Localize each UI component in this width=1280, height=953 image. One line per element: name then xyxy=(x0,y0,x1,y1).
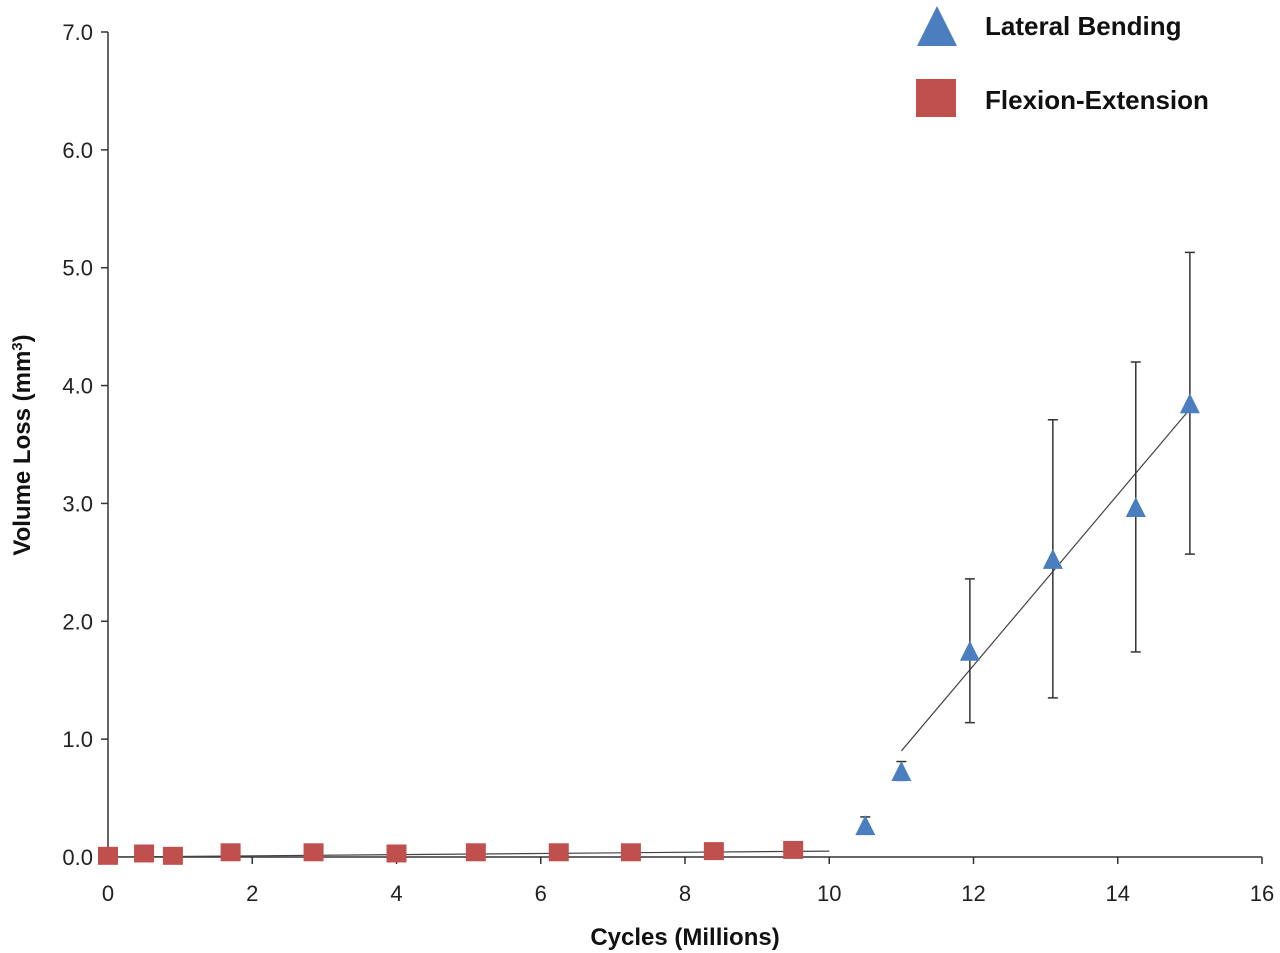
trendlines xyxy=(107,408,1191,858)
x-axis-title: Cycles (Millions) xyxy=(590,924,779,951)
data-point-triangle xyxy=(891,760,912,781)
data-point-square xyxy=(303,843,324,862)
x-tick-label: 6 xyxy=(535,881,547,906)
data-point-square xyxy=(220,843,241,862)
data-point-triangle xyxy=(1042,548,1063,569)
x-tick-label: 8 xyxy=(679,881,691,906)
data-point-square xyxy=(620,843,641,862)
error-bars xyxy=(860,251,1195,835)
data-markers xyxy=(98,393,1200,865)
legend-item-lateral-bending: Lateral Bending xyxy=(917,6,1181,46)
data-point-square xyxy=(465,843,486,862)
data-point-triangle xyxy=(959,640,980,661)
x-tick-label: 0 xyxy=(102,881,114,906)
y-tick-label: 6.0 xyxy=(62,138,93,163)
y-axis-title: Volume Loss (mm3) xyxy=(9,334,37,555)
trendline-lateral-bending xyxy=(900,408,1191,752)
y-tick-label: 1.0 xyxy=(62,727,93,752)
legend-item-flexion-extension: Flexion-Extension xyxy=(916,79,1209,117)
legend-label-flexion-extension: Flexion-Extension xyxy=(985,85,1209,115)
data-point-square xyxy=(134,844,155,863)
data-point-square xyxy=(162,846,183,865)
axes xyxy=(107,32,1262,858)
y-tick-label: 4.0 xyxy=(62,374,93,399)
y-tick-label: 5.0 xyxy=(62,256,93,281)
legend-square-marker xyxy=(916,79,956,117)
y-axis-ticks: 0.0 1.0 2.0 3.0 4.0 5.0 6.0 7.0 xyxy=(62,20,108,870)
y-tick-label: 0.0 xyxy=(62,845,93,870)
data-point-triangle xyxy=(855,815,876,836)
x-tick-label: 10 xyxy=(817,881,841,906)
data-point-square xyxy=(703,842,724,861)
x-tick-label: 2 xyxy=(246,881,258,906)
legend: Lateral Bending Flexion-Extension xyxy=(916,6,1209,117)
legend-label-lateral-bending: Lateral Bending xyxy=(985,11,1181,41)
x-tick-label: 4 xyxy=(390,881,402,906)
x-tick-label: 12 xyxy=(961,881,985,906)
y-tick-label: 3.0 xyxy=(62,491,93,516)
legend-triangle-marker xyxy=(917,6,957,46)
y-axis-title-main: Volume Loss (mm xyxy=(9,351,36,556)
data-point-triangle xyxy=(1125,496,1146,517)
data-point-square xyxy=(98,846,118,865)
y-tick-label: 7.0 xyxy=(62,20,93,45)
y-axis-title-superscript: 3 xyxy=(9,342,26,350)
data-point-triangle xyxy=(1179,393,1200,414)
x-axis-ticks: 0 2 4 6 8 10 12 14 16 xyxy=(102,857,1274,906)
data-point-square xyxy=(548,843,569,862)
x-tick-label: 16 xyxy=(1250,881,1274,906)
y-tick-label: 2.0 xyxy=(62,609,93,634)
x-tick-label: 14 xyxy=(1106,881,1130,906)
data-point-square xyxy=(386,844,407,863)
data-point-square xyxy=(783,840,804,859)
y-axis-title-end: ) xyxy=(9,334,36,342)
